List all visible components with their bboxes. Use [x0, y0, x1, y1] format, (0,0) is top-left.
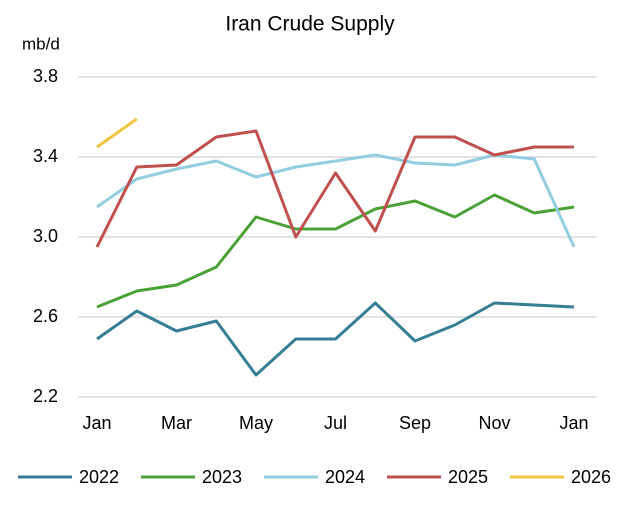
legend-label: 2025 [448, 467, 488, 487]
x-tick-label: Nov [478, 413, 510, 433]
x-tick-label: Mar [161, 413, 192, 433]
y-tick-label: 3.0 [33, 226, 58, 246]
x-tick-label: Sep [399, 413, 431, 433]
x-tick-label: Jan [559, 413, 588, 433]
legend-label: 2022 [79, 467, 119, 487]
y-tick-label: 2.2 [33, 386, 58, 406]
y-tick-label: 3.4 [33, 146, 58, 166]
legend-label: 2023 [202, 467, 242, 487]
y-tick-label: 2.6 [33, 306, 58, 326]
x-tick-label: Jul [324, 413, 347, 433]
series-line [95, 129, 574, 248]
legend-label: 2026 [571, 467, 611, 487]
series-line [96, 153, 576, 248]
legend-label: 2024 [325, 467, 365, 487]
y-axis-label: mb/d [22, 34, 60, 53]
chart-title: Iran Crude Supply [225, 13, 395, 36]
series-line [96, 301, 575, 377]
y-tick-label: 3.8 [33, 66, 58, 86]
series-line [96, 193, 575, 309]
x-tick-label: May [239, 413, 273, 433]
x-tick-label: Jan [82, 413, 111, 433]
series-line [96, 117, 138, 149]
